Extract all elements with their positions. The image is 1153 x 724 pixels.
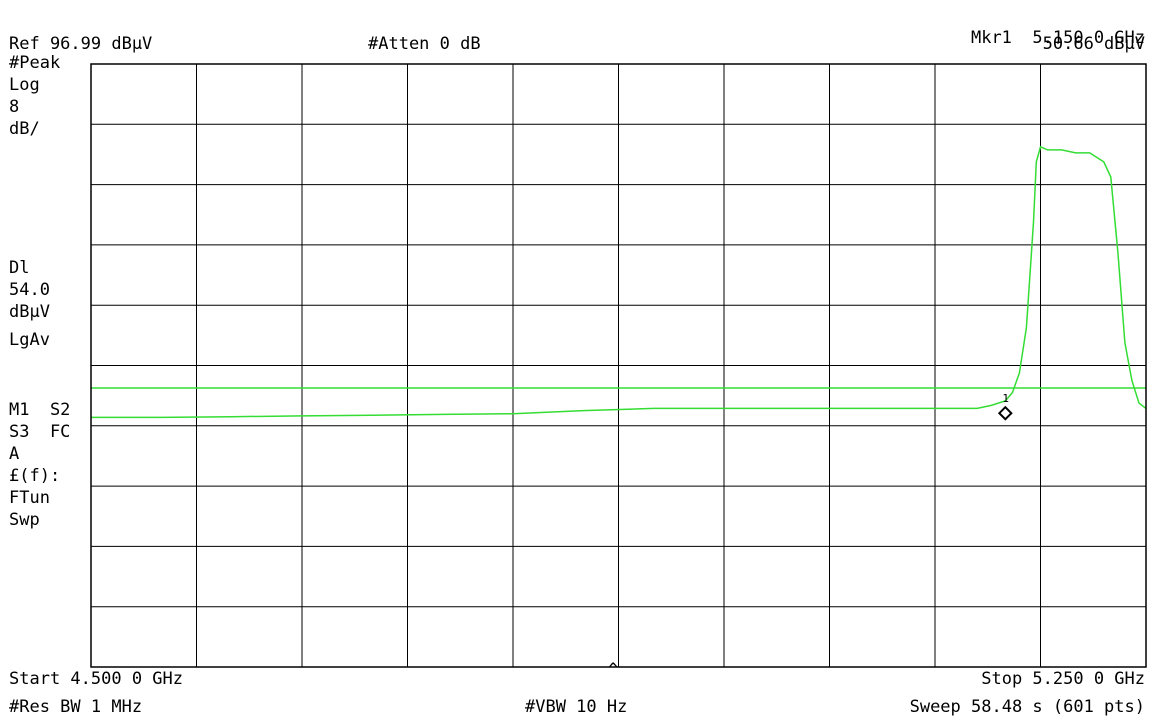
trace-mode-m1-s2: M1 S2 [9,400,71,420]
scale-type: Log [9,75,40,95]
chart-grid [91,64,1146,667]
marker-group: 1 [997,392,1013,421]
reference-level: Ref 96.99 dBμV [9,34,153,54]
freq-tune-label: FTun [9,488,50,508]
marker-diamond [997,405,1013,421]
display-line-label: Dl [9,258,30,278]
attenuation: #Atten 0 dB [368,34,481,54]
scale-unit: dB/ [9,119,40,139]
scale-value: 8 [9,97,20,117]
center-marker: ^ [608,660,619,680]
function-label: £(f): [9,466,61,486]
video-bandwidth: #VBW 10 Hz [525,697,628,717]
marker-label: Mkr1 [970,28,1012,48]
resolution-bandwidth: #Res BW 1 MHz [9,697,143,717]
trace-line [91,145,1147,419]
trace-mode-s3-fc: S3 FC [9,422,71,442]
stop-frequency: Stop 5.250 0 GHz [981,669,1145,689]
display-line-unit: dBμV [9,302,50,322]
marker-readout-frequency: Mkr1 5.150 0 GHz [950,8,1145,48]
trace-mode-a: A [9,444,20,464]
display-line-value: 54.0 [9,280,50,300]
marker-amplitude: 50.66 dBμV [1042,34,1145,54]
detector-mode: #Peak [9,53,61,73]
averaging-mode: LgAv [9,330,50,350]
trace-series [91,145,1147,419]
sweep-time: Sweep 58.48 s (601 pts) [909,697,1145,717]
marker-frequency: 5.150 0 GHz [1032,28,1145,48]
sweep-label: Swp [9,510,40,530]
start-frequency: Start 4.500 0 GHz [9,669,183,689]
marker-number-label: 1 [1002,392,1009,405]
plot-frame [90,63,1147,668]
